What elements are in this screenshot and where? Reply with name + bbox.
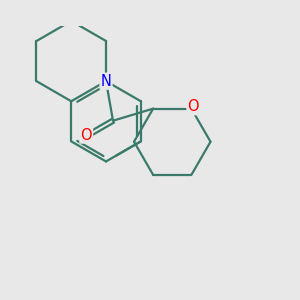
- Text: O: O: [80, 128, 92, 142]
- Text: O: O: [188, 99, 199, 114]
- Text: N: N: [100, 74, 112, 89]
